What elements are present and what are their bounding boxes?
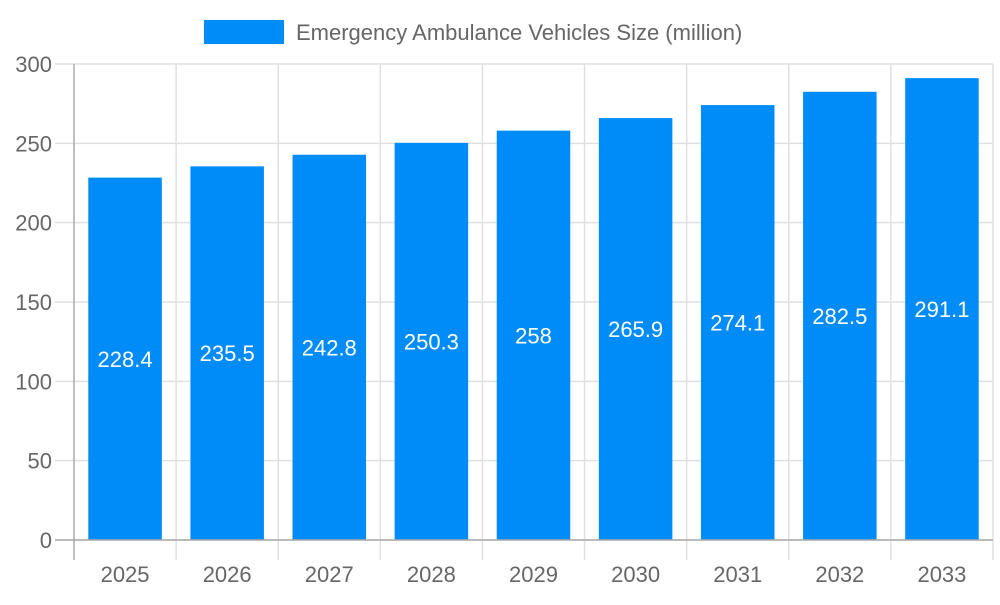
y-tick-label: 0 [40, 528, 52, 553]
x-tick-label: 2029 [509, 562, 558, 587]
bar [190, 166, 264, 540]
x-tick-label: 2025 [101, 562, 150, 587]
bar [905, 78, 979, 540]
bars: 228.4 235.5 242.8 250.3 258 265.9 274.1 282.5 29… [88, 78, 979, 541]
legend[interactable]: Emergency Ambulance Vehicles Size (milli… [204, 20, 742, 45]
axes: 0 50 100 150 200 250 300 2025 2026 2027 2028 2029 20… [15, 52, 993, 587]
x-tick-label: 2032 [815, 562, 864, 587]
x-tick-label: 2030 [611, 562, 660, 587]
bar [598, 118, 673, 540]
bar [394, 142, 469, 540]
y-tick-label: 300 [15, 52, 52, 77]
bar [803, 91, 877, 541]
x-tick-label: 2028 [407, 562, 456, 587]
data-label: 258 [515, 323, 552, 348]
data-label: 291.1 [914, 297, 969, 322]
bar [700, 105, 775, 540]
y-tick-label: 50 [28, 449, 52, 474]
bar [292, 154, 367, 541]
y-tick-label: 100 [15, 369, 52, 394]
data-label: 265.9 [608, 317, 663, 342]
legend-swatch [204, 20, 284, 44]
y-tick-label: 200 [15, 211, 52, 236]
y-tick-label: 250 [15, 131, 52, 156]
x-tick-label: 2031 [713, 562, 762, 587]
data-label: 228.4 [98, 347, 153, 372]
legend-label: Emergency Ambulance Vehicles Size (milli… [296, 20, 742, 45]
data-label: 250.3 [404, 329, 459, 354]
data-label: 242.8 [302, 335, 357, 360]
data-label: 235.5 [200, 341, 255, 366]
bar [496, 130, 571, 540]
data-label: 282.5 [812, 304, 867, 329]
x-tick-label: 2027 [305, 562, 354, 587]
bar [88, 177, 162, 540]
data-label: 274.1 [710, 311, 765, 336]
x-tick-label: 2026 [203, 562, 252, 587]
y-tick-label: 150 [15, 290, 52, 315]
x-tick-label: 2033 [917, 562, 966, 587]
